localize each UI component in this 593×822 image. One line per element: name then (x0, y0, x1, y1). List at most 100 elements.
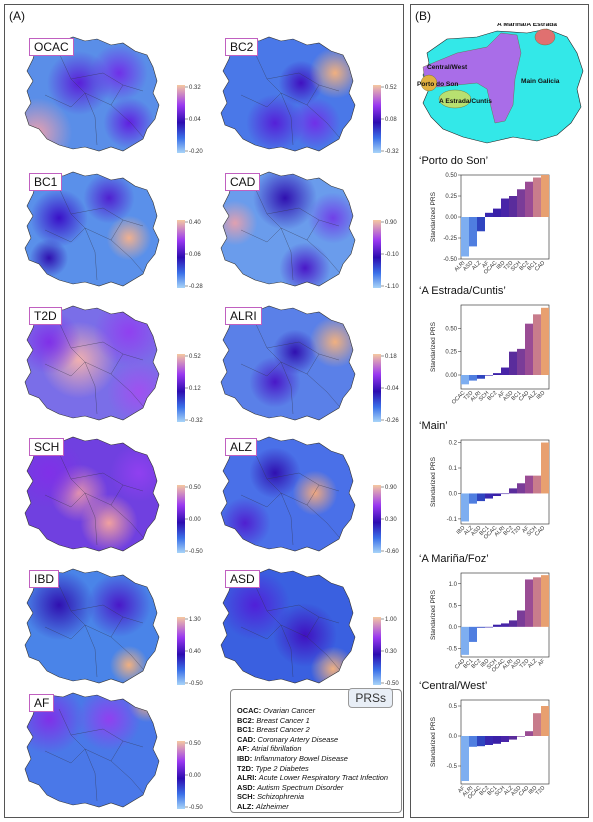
region-label: Porto do Son (417, 81, 458, 88)
map-title-asd: ASD (225, 570, 260, 588)
bar-asd (469, 217, 477, 247)
heatmap-bc1: 0.40 0.06 -0.28 (24, 171, 203, 290)
bar-t2d (509, 196, 517, 217)
x-tick-label: BC2 (471, 658, 483, 670)
legend-full-name: Ovarian Cancer (263, 706, 316, 715)
bar-ibd (541, 307, 549, 375)
bar-cad (525, 323, 533, 375)
y-tick-label: 0.0 (449, 491, 458, 497)
region-a-marina (534, 28, 556, 46)
bar-chart-title: ‘Central/West’ (419, 680, 488, 692)
galicia-region-map: A Mariña/A Estrada Central/West Porto do S… (417, 23, 584, 144)
x-tick-label: T2D (535, 785, 547, 797)
legend-abbr: BC1: (237, 725, 257, 735)
bar-ibd (485, 626, 493, 628)
bar-cad (541, 175, 549, 217)
legend-entry: BC2: Breast Cancer 1 (237, 716, 310, 725)
scale-tick-label: 1.30 (189, 617, 201, 623)
bar-asd (477, 493, 485, 502)
scale-tick-label: 0.90 (385, 220, 397, 226)
x-tick-label: ALZ (527, 390, 539, 402)
y-tick-label: 0.0 (449, 625, 458, 631)
legend-entry: ASD: Autism Spectrum Disorder (237, 783, 343, 792)
bar-alz (509, 736, 517, 740)
scale-tick-label: 0.52 (189, 354, 201, 360)
x-tick-label: T2D (511, 525, 523, 537)
x-tick-label: ALZ (527, 658, 539, 670)
y-tick-label: 1.0 (449, 582, 458, 588)
bar-ocac (493, 208, 501, 217)
legend-entry: CAD: Coronary Artery Disease (237, 735, 338, 744)
scale-tick-label: 0.50 (189, 485, 201, 491)
bar-sch (517, 189, 525, 217)
scale-tick-label: 0.40 (189, 220, 201, 226)
y-tick-label: -0.1 (447, 517, 458, 523)
map-title-sch: SCH (29, 438, 65, 456)
bar-asd (517, 610, 525, 627)
heatmap-asd: 1.00 0.30 -0.50 (220, 568, 399, 687)
legend-abbr: ASD: (237, 782, 258, 792)
bar-cad (461, 626, 469, 655)
x-tick-label: IBD (536, 390, 547, 401)
color-scale-bar (373, 617, 381, 685)
scale-tick-label: 0.08 (385, 117, 397, 123)
legend-entry: ALRI: Acute Lower Respiratory Tract Infe… (237, 773, 388, 782)
x-tick-label: T2D (519, 658, 531, 670)
color-scale-bar (177, 354, 185, 422)
bar-asd (509, 351, 517, 375)
y-tick-label: 0.00 (445, 373, 457, 379)
x-tick-label: BC2 (487, 390, 499, 402)
region-label: A Estrada/Cuntis (439, 98, 492, 105)
legend-full-name: Coronary Artery Disease (257, 734, 339, 744)
x-tick-label: AF (537, 658, 547, 668)
scale-tick-label: -0.10 (385, 252, 399, 258)
heatmap-t2d: 0.52 0.12 -0.32 (24, 305, 203, 424)
legend-full-name: Type 2 Diabetes (255, 763, 309, 773)
y-tick-label: 0.50 (445, 326, 457, 332)
x-tick-label: ALZ (463, 525, 475, 537)
map-title-alri: ALRI (225, 307, 262, 325)
y-axis-label: Standarized PRS (430, 716, 437, 767)
legend-full-name: Atrial fibrillation (251, 744, 302, 754)
x-tick-label: BC1 (527, 260, 539, 272)
color-scale-bar (177, 485, 185, 553)
color-scale-bar (373, 354, 381, 422)
region-label: Central/West (427, 64, 468, 71)
map-title-alz: ALZ (225, 438, 258, 456)
map-title-ocac: OCAC (29, 38, 74, 56)
bar-alz (533, 577, 541, 627)
bar-af (501, 367, 509, 375)
bar-alri (477, 375, 485, 379)
x-tick-label: BC1 (511, 390, 523, 402)
x-tick-label: BC2 (479, 785, 491, 797)
bar-af (461, 736, 469, 781)
x-tick-label: BC1 (487, 785, 499, 797)
region-label: Main Galicia (521, 78, 560, 85)
legend-entry: BC1: Breast Cancer 2 (237, 725, 310, 734)
scale-tick-label: -0.26 (385, 418, 399, 424)
scale-tick-label: -0.28 (189, 284, 203, 290)
bar-af (525, 475, 533, 494)
bar-bc1 (533, 177, 541, 217)
panel-a-label: (A) (9, 9, 25, 23)
bar-sch (485, 375, 493, 376)
legend-entry: IBD: Inflammatory Bowel Disease (237, 754, 348, 763)
x-tick-label: AF (481, 260, 491, 270)
legend-full-name: Breast Cancer 2 (256, 725, 310, 735)
y-axis-label: Standarized PRS (430, 456, 437, 507)
color-scale-bar (177, 617, 185, 685)
legend-full-name: Alzheimer (255, 802, 289, 811)
bar-af (541, 575, 549, 627)
bar-t2d (541, 706, 549, 736)
scale-tick-label: 0.04 (189, 117, 201, 123)
color-scale-bar (373, 85, 381, 153)
x-tick-label: IBD (528, 785, 539, 796)
bar-alz (533, 314, 541, 375)
bar-bc1 (485, 493, 493, 499)
panel-a: (A) 0.32 0.04 -0.20 OCAC 0.52 0.08 -0.32 BC2 0.4… (4, 4, 404, 818)
legend-abbr: CAD: (237, 734, 258, 744)
